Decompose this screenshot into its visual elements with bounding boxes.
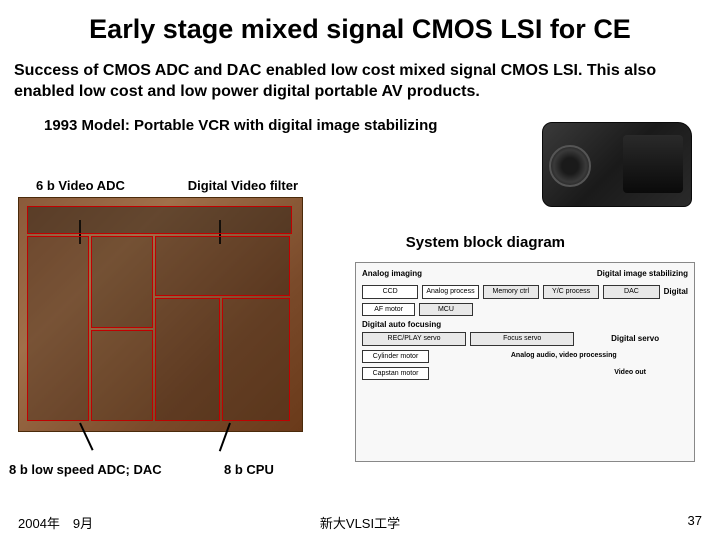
bd-section-autofocus: Digital auto focusing [362, 320, 688, 329]
chip-label-adc-dac: 8 b low speed ADC; DAC [9, 462, 162, 477]
arrow-line [219, 422, 231, 451]
arrow-line [79, 422, 93, 450]
footer-course: 新大VLSI工学 [320, 513, 400, 532]
bd-section-stabilizing: Digital image stabilizing [500, 269, 688, 278]
bd-box-afmotor: AF motor [362, 303, 415, 316]
bd-box-cylinder: Cylinder motor [362, 350, 429, 363]
bd-row: CCD Analog process Memory ctrl Y/C proce… [362, 285, 688, 299]
slide-subtitle: Success of CMOS ADC and DAC enabled low … [0, 53, 720, 107]
bd-label-videoout: Video out [614, 367, 688, 377]
page-number: 37 [688, 513, 702, 532]
chip-die-photo: 8 b low speed ADC; DAC 8 b CPU [18, 197, 303, 432]
bd-row: REC/PLAY servo Focus servo Digital servo [362, 332, 688, 346]
bd-row: Cylinder motor Analog audio, video proce… [362, 350, 688, 363]
chip-region [91, 236, 153, 328]
chip-label-adc: 6 b Video ADC [36, 178, 125, 193]
chip-top-labels: 6 b Video ADC Digital Video filter [18, 178, 308, 197]
footer: 2004年 9月 新大VLSI工学 37 [0, 513, 720, 532]
bd-label-servo: Digital servo [611, 332, 688, 343]
bd-box-ccd: CCD [362, 285, 418, 299]
chip-label-cpu: 8 b CPU [224, 462, 274, 477]
system-block-label: System block diagram [406, 234, 565, 251]
bd-header-row: Analog imaging Digital image stabilizing [362, 269, 688, 281]
bd-label-digital: Digital [664, 285, 688, 296]
content-area: 6 b Video ADC Digital Video filter 8 b l… [0, 134, 720, 484]
footer-date: 2004年 9月 [18, 513, 93, 532]
bd-section-analog: Analog imaging [362, 269, 496, 278]
bd-box-capstan: Capstan motor [362, 367, 429, 380]
chip-region [155, 298, 220, 421]
bd-box-yc: Y/C process [543, 285, 599, 299]
bd-box-analog: Analog process [422, 285, 478, 299]
slide-title: Early stage mixed signal CMOS LSI for CE [0, 0, 720, 53]
chip-region [155, 236, 290, 296]
bd-row: Capstan motor Video out [362, 367, 688, 380]
chip-label-filter: Digital Video filter [188, 178, 298, 193]
bd-box-dac: DAC [603, 285, 659, 299]
chip-area: 6 b Video ADC Digital Video filter 8 b l… [18, 178, 308, 432]
chip-region [222, 298, 290, 421]
bd-box-mcu: MCU [419, 303, 472, 316]
bd-box-recplay: REC/PLAY servo [362, 332, 466, 346]
chip-region [27, 206, 292, 234]
chip-region [27, 236, 89, 421]
bd-row: AF motor MCU [362, 303, 688, 316]
bd-box-memctrl: Memory ctrl [483, 285, 539, 299]
chip-region [91, 330, 153, 421]
camcorder-photo [542, 122, 692, 207]
block-diagram: Analog imaging Digital image stabilizing… [355, 262, 695, 462]
bd-label-av: Analog audio, video processing [511, 350, 688, 360]
bd-box-focus: Focus servo [470, 332, 574, 346]
